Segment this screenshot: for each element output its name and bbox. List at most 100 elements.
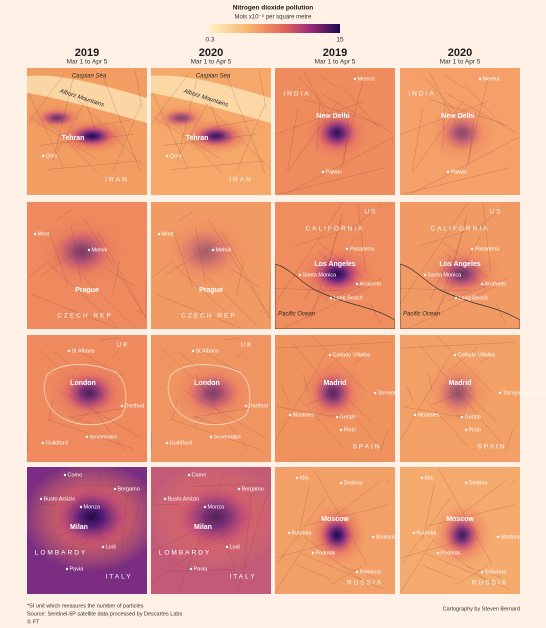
pollution-core [436, 256, 488, 292]
place-dot [187, 473, 191, 477]
road [151, 511, 254, 584]
place-dot [225, 545, 229, 549]
place-label: Anaheim [360, 281, 382, 287]
road [27, 263, 47, 279]
road [422, 396, 469, 447]
road [84, 218, 147, 320]
place-label: Most [162, 231, 174, 237]
road [195, 374, 203, 387]
place-dot [453, 353, 457, 357]
map-panel: INDIA Meerut New Delhi Palwal [275, 68, 395, 195]
road [152, 116, 221, 159]
road [192, 416, 219, 425]
road [27, 431, 28, 452]
road [428, 504, 515, 526]
road [304, 99, 384, 126]
road [41, 569, 111, 572]
place-label: Torrejon de Ardoz [503, 390, 546, 396]
place-label: Mostoles [293, 412, 315, 418]
road [162, 349, 212, 396]
map-panel: Collado Villalba Madrid Torrejon de Ardoz M… [400, 335, 546, 462]
column-year: 2020 [199, 47, 223, 59]
road [456, 566, 488, 585]
road [352, 204, 382, 229]
city-label: Milan [194, 524, 212, 531]
column-year: 2020 [448, 47, 472, 59]
place-label: Sevenoaks [90, 434, 117, 440]
map-panel: Most Melnik Prague CZECH REP [27, 202, 147, 329]
place-label: Caspian Sea [196, 74, 231, 80]
road [43, 116, 98, 174]
road [323, 278, 383, 301]
road [283, 286, 371, 329]
place-label: SPAIN [477, 444, 506, 451]
place-dot [436, 551, 440, 555]
road [285, 137, 394, 195]
road [431, 394, 456, 406]
legend-tick-label: 15 [336, 37, 344, 44]
road [68, 416, 95, 425]
road [287, 109, 298, 171]
road [224, 70, 266, 174]
city-label: Milan [70, 524, 88, 531]
place-label: Klin [300, 475, 309, 481]
road [436, 335, 493, 393]
road [90, 511, 112, 571]
road [259, 310, 266, 314]
road [59, 484, 142, 561]
place-label: Collado Villalba [333, 352, 372, 358]
pollution-core [437, 372, 479, 414]
map-body [275, 467, 395, 594]
road [28, 116, 97, 159]
mountains [151, 75, 271, 123]
road [97, 231, 147, 319]
place-dot [63, 473, 67, 477]
place-label: CZECH REP [57, 313, 113, 320]
road [54, 352, 77, 371]
road [504, 428, 513, 454]
place-dot [464, 428, 468, 432]
place-label: Palwal [326, 169, 342, 175]
place-label: INDIA [283, 91, 310, 98]
road [162, 134, 258, 146]
road [243, 486, 253, 569]
pollution-core [39, 109, 75, 127]
road [318, 250, 361, 290]
map-body [151, 467, 271, 594]
road [167, 116, 222, 174]
place-label: ITALY [105, 574, 132, 581]
column-year: 2019 [75, 47, 99, 59]
city-label: London [70, 380, 96, 387]
road [38, 349, 88, 396]
road [331, 415, 352, 417]
place-dot [244, 404, 248, 408]
road [339, 84, 379, 128]
footnote: *SI unit which measures the number of pa… [27, 603, 144, 609]
place-label: UK [240, 342, 253, 349]
road [466, 566, 502, 578]
place-dot [412, 531, 416, 535]
city-label: Moscow [321, 516, 349, 523]
place-dot [65, 567, 69, 571]
road [303, 373, 308, 392]
road [443, 242, 488, 278]
road [208, 97, 223, 139]
place-label: Kubinka [292, 530, 313, 536]
place-label: Sevenoaks [214, 434, 241, 440]
place-dot [371, 535, 375, 539]
road [59, 390, 142, 439]
place-label: US [364, 209, 377, 216]
place-label: Melnik [216, 247, 232, 253]
pollution-core [62, 372, 116, 414]
pollution-core [312, 372, 354, 414]
road [402, 497, 451, 564]
road [449, 347, 478, 371]
road [402, 167, 510, 195]
place-dot [470, 247, 474, 251]
place-dot [165, 441, 169, 445]
map-panel: Como Bergamo Busto Arsizio Monza Milan Lodi LO… [27, 467, 147, 594]
place-dot [335, 415, 339, 419]
map-panel: Most Melnik Prague CZECH REP [151, 202, 271, 329]
